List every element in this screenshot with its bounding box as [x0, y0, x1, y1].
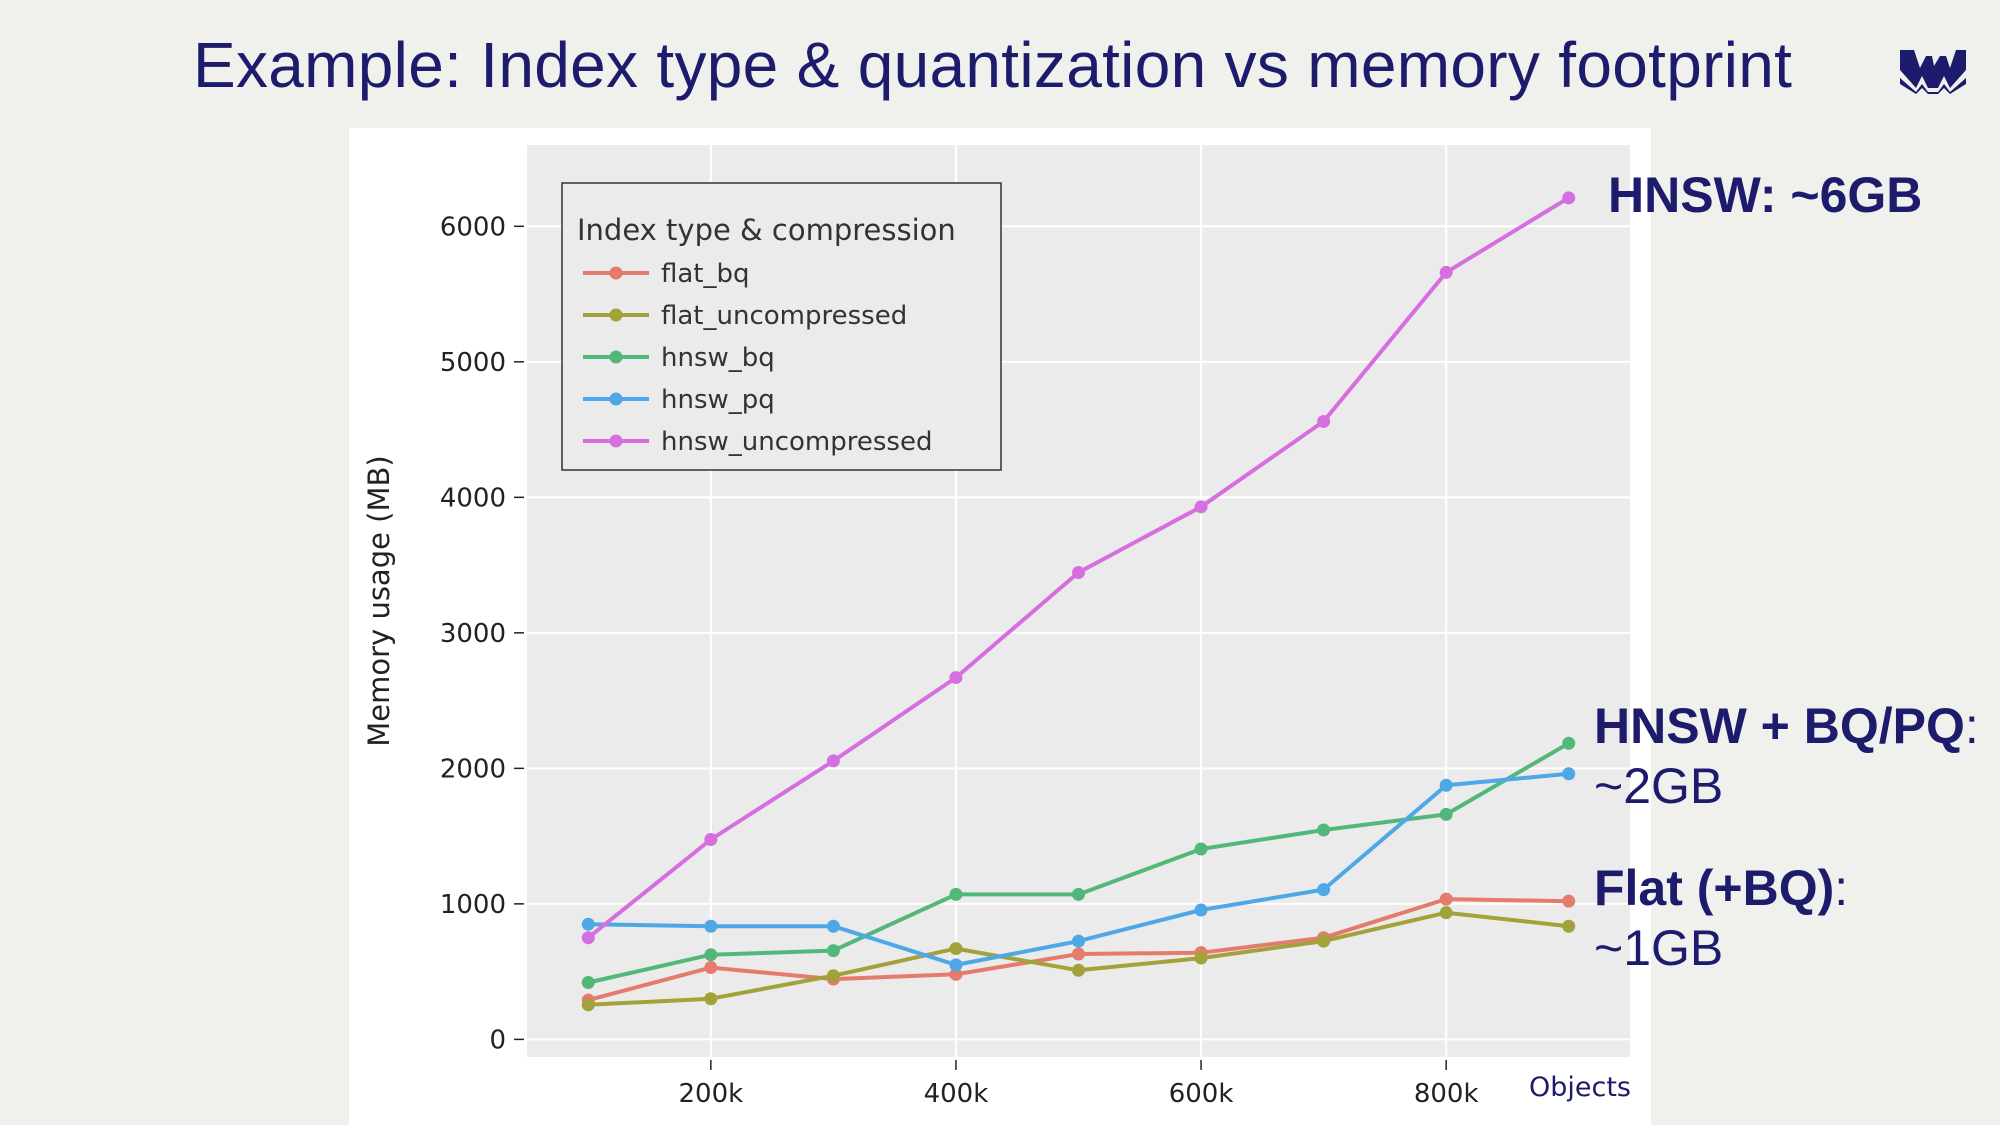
data-point-flat_uncompressed: [1562, 919, 1576, 933]
data-point-flat_uncompressed: [826, 969, 840, 983]
legend-label-flat_bq: flat_bq: [661, 259, 750, 289]
data-point-hnsw_pq: [581, 917, 595, 931]
data-point-flat_uncompressed: [704, 992, 718, 1006]
annotation-hnsw-bq-pq-colon: :: [1964, 698, 1979, 754]
data-point-flat_bq: [704, 961, 718, 975]
data-point-hnsw_uncompressed: [1317, 414, 1331, 428]
data-point-hnsw_pq: [826, 919, 840, 933]
data-point-hnsw_uncompressed: [949, 671, 963, 685]
data-point-flat_uncompressed: [581, 998, 595, 1012]
x-tick-label: 800k: [1414, 1079, 1479, 1109]
data-point-hnsw_uncompressed: [704, 833, 718, 847]
data-point-flat_uncompressed: [1439, 906, 1453, 920]
data-point-hnsw_bq: [1439, 807, 1453, 821]
data-point-hnsw_pq: [1317, 883, 1331, 897]
data-point-hnsw_uncompressed: [1439, 265, 1453, 279]
data-point-hnsw_bq: [1562, 736, 1576, 750]
data-point-hnsw_bq: [1194, 842, 1208, 856]
data-point-hnsw_pq: [1562, 767, 1576, 781]
y-tick-label: 3000: [440, 619, 506, 649]
annotation-flat-value: ~1GB: [1594, 920, 1724, 976]
weaviate-logo-icon: [1900, 50, 1966, 94]
data-point-flat_bq: [1072, 947, 1085, 961]
legend-marker-hnsw_uncompressed: [609, 434, 623, 448]
data-point-hnsw_uncompressed: [1562, 191, 1576, 205]
x-tick-label: 400k: [924, 1079, 989, 1109]
data-point-hnsw_bq: [1317, 823, 1331, 837]
legend-label-hnsw_uncompressed: hnsw_uncompressed: [661, 427, 932, 457]
annotation-flat-colon: :: [1834, 860, 1849, 916]
y-tick-label: 1000: [440, 890, 506, 920]
data-point-hnsw_pq: [1194, 903, 1208, 917]
axis-layer: 0 1000 2000 3000 4000 5000 6000 200k 400k 600k 800…: [362, 212, 1631, 1109]
data-point-hnsw_bq: [704, 948, 718, 962]
annotation-flat-label: Flat (+BQ): [1594, 860, 1835, 916]
data-point-hnsw_uncompressed: [826, 754, 840, 768]
y-tick-label: 2000: [440, 754, 506, 784]
data-point-flat_bq: [949, 967, 963, 981]
legend-label-flat_uncompressed: flat_uncompressed: [661, 301, 907, 331]
annotation-hnsw-bq-pq: HNSW + BQ/PQ: ~2GB: [1594, 696, 1979, 816]
legend-marker-flat_uncompressed: [609, 308, 623, 322]
y-tick-label: 4000: [440, 483, 506, 513]
data-point-hnsw_uncompressed: [1072, 566, 1085, 580]
data-point-hnsw_bq: [949, 887, 963, 901]
x-tick-label: 200k: [678, 1079, 743, 1109]
y-tick-label: 5000: [440, 348, 506, 378]
data-point-flat_uncompressed: [1072, 963, 1085, 977]
legend-marker-hnsw_pq: [609, 392, 623, 406]
annotation-hnsw-bq-pq-label: HNSW + BQ/PQ: [1594, 698, 1965, 754]
data-point-hnsw_uncompressed: [581, 931, 595, 945]
legend-box: [561, 182, 1002, 471]
data-point-hnsw_pq: [949, 958, 963, 972]
data-point-hnsw_bq: [581, 975, 595, 989]
x-tick-label: 600k: [1169, 1079, 1234, 1109]
legend-title: Index type & compression: [577, 213, 956, 247]
annotation-hnsw-bq-pq-value: ~2GB: [1594, 758, 1724, 814]
data-point-flat_bq: [1439, 892, 1453, 906]
data-point-hnsw_bq: [826, 944, 840, 958]
legend-label-hnsw_bq: hnsw_bq: [661, 343, 775, 373]
annotation-flat: Flat (+BQ): ~1GB: [1594, 858, 1848, 978]
series-layer: [581, 191, 1576, 1012]
y-axis-title: Memory usage (MB): [362, 455, 396, 746]
data-point-flat_uncompressed: [1317, 934, 1331, 948]
slide-title: Example: Index type & quantization vs me…: [193, 29, 1793, 101]
chart-legend[interactable]: Index type & compression flat_bq flat_unco…: [561, 182, 1002, 471]
annotation-hnsw: HNSW: ~6GB: [1608, 167, 1923, 223]
data-point-hnsw_bq: [1072, 887, 1085, 901]
data-point-flat_uncompressed: [1194, 951, 1208, 965]
data-point-hnsw_uncompressed: [1194, 500, 1208, 514]
legend-label-hnsw_pq: hnsw_pq: [661, 385, 775, 415]
data-point-hnsw_pq: [704, 919, 718, 933]
y-tick-label: 0: [489, 1025, 506, 1055]
data-point-hnsw_pq: [1439, 778, 1453, 792]
x-axis-title: Objects: [1529, 1072, 1631, 1103]
legend-marker-flat_bq: [609, 266, 623, 280]
data-point-flat_uncompressed: [949, 942, 963, 956]
y-tick-label: 6000: [440, 212, 506, 242]
legend-marker-hnsw_bq: [609, 350, 623, 364]
data-point-flat_bq: [1562, 894, 1576, 908]
data-point-hnsw_pq: [1072, 934, 1085, 948]
